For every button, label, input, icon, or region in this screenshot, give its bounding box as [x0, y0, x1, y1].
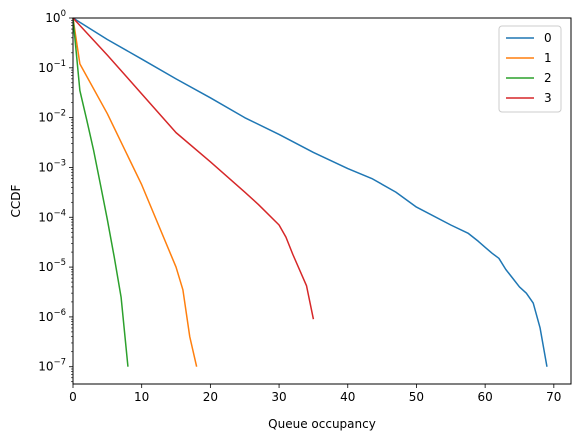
y-tick-label: 10−4 [38, 208, 66, 224]
legend-label: 0 [544, 31, 552, 45]
y-axis-title: CCDF [9, 184, 23, 217]
series-line-0 [72, 17, 548, 367]
legend-label: 2 [544, 71, 552, 85]
y-axis-ticks: 10−7 10−6 10−5 10−4 10−3 10−2 10−1 100 [38, 9, 73, 383]
legend: 0 1 2 3 [498, 25, 562, 113]
y-tick-label: 10−6 [38, 308, 66, 324]
y-tick-label: 10−5 [38, 258, 66, 274]
x-tick-label: 10 [134, 390, 149, 404]
x-tick-label: 30 [271, 390, 286, 404]
series-line-1 [72, 17, 198, 367]
y-tick-label: 10−1 [38, 59, 66, 75]
x-tick-label: 50 [409, 390, 424, 404]
y-tick-label: 100 [45, 9, 66, 25]
series-layer [72, 17, 548, 367]
series-line-2 [72, 17, 129, 367]
legend-label: 3 [544, 91, 552, 105]
y-tick-label: 10−7 [38, 358, 66, 374]
series-line-3 [72, 17, 315, 320]
legend-box [498, 25, 562, 113]
x-tick-label: 20 [203, 390, 218, 404]
x-tick-label: 40 [340, 390, 355, 404]
legend-label: 1 [544, 51, 552, 65]
plot-frame [72, 17, 572, 385]
x-axis-title: Queue occupancy [268, 417, 376, 431]
y-tick-label: 10−2 [38, 109, 66, 125]
x-tick-label: 70 [546, 390, 561, 404]
x-tick-label: 0 [69, 390, 77, 404]
y-tick-label: 10−3 [38, 158, 66, 174]
x-axis-ticks: 0 10 20 30 40 50 60 70 [69, 384, 561, 404]
x-tick-label: 60 [477, 390, 492, 404]
